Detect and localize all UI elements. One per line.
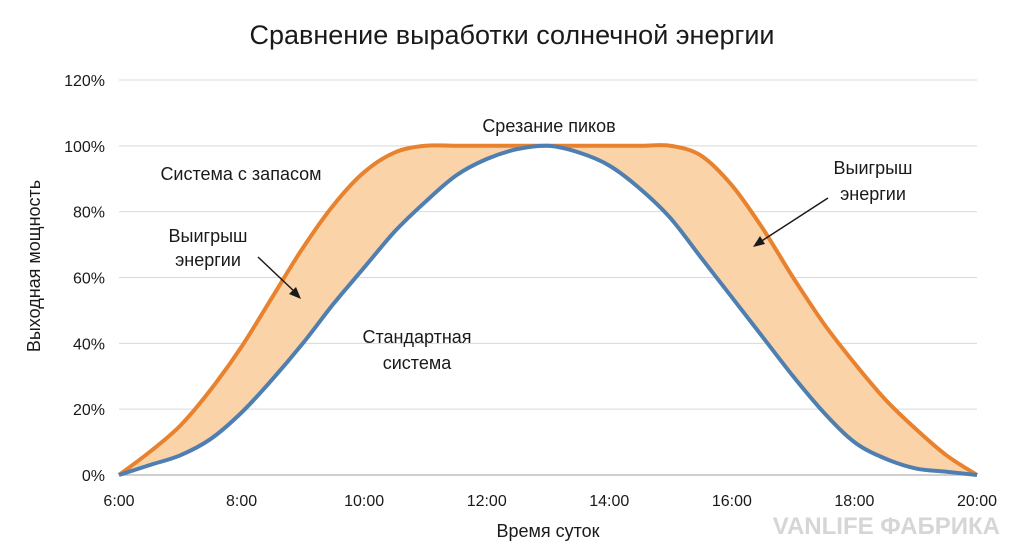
watermark-text: VANLIFE ФАБРИКА — [773, 513, 1000, 540]
annotation-peak-clipping: Срезание пиков — [482, 116, 615, 136]
annotation-standard-1: Стандартная — [362, 327, 471, 347]
arrow-right — [753, 197, 829, 247]
x-tick-label: 6:00 — [103, 493, 134, 510]
x-axis-label: Время суток — [496, 521, 599, 541]
annotation-gain-right-1: Выигрыш — [834, 158, 913, 178]
annotation-standard-2: система — [383, 353, 452, 373]
y-tick-label: 60% — [73, 271, 105, 288]
x-tick-label: 18:00 — [834, 493, 874, 510]
y-axis-label: Выходная мощность — [24, 180, 44, 352]
y-tick-label: 120% — [64, 73, 105, 90]
y-axis-ticks: 0% 20% 40% 60% 80% 100% 120% — [64, 73, 105, 485]
x-tick-label: 12:00 — [467, 493, 507, 510]
x-axis-ticks: 6:00 8:00 10:00 12:00 14:00 16:00 18:00 20:00 — [103, 493, 997, 510]
annotation-gain-right-2: энергии — [840, 184, 906, 204]
x-tick-label: 20:00 — [957, 493, 997, 510]
y-tick-label: 40% — [73, 336, 105, 353]
x-tick-label: 8:00 — [226, 493, 257, 510]
x-tick-label: 16:00 — [712, 493, 752, 510]
x-tick-label: 10:00 — [344, 493, 384, 510]
y-tick-label: 100% — [64, 139, 105, 156]
x-tick-label: 14:00 — [589, 493, 629, 510]
annotation-gain-left-1: Выигрыш — [169, 226, 248, 246]
annotation-gain-left-2: энергии — [175, 250, 241, 270]
y-tick-label: 0% — [82, 468, 105, 485]
chart-title: Сравнение выработки солнечной энергии — [249, 20, 774, 50]
series-line-standard — [118, 143, 978, 477]
y-tick-label: 80% — [73, 205, 105, 222]
annotation-oversized-system: Система с запасом — [160, 164, 321, 184]
energy-gain-area — [119, 145, 977, 476]
arrow-left — [257, 256, 301, 299]
y-tick-label: 20% — [73, 402, 105, 419]
